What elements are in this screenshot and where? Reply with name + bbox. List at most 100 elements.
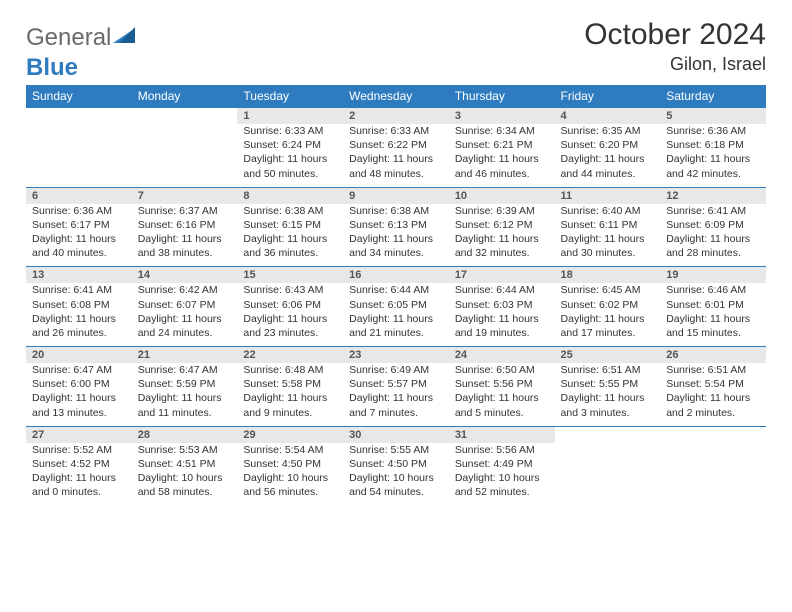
- sunrise-line: Sunrise: 5:54 AM: [243, 443, 337, 457]
- day-cell: Sunrise: 5:53 AMSunset: 4:51 PMDaylight:…: [132, 443, 238, 506]
- day-cell: Sunrise: 6:50 AMSunset: 5:56 PMDaylight:…: [449, 363, 555, 426]
- sunrise-line: Sunrise: 6:47 AM: [138, 363, 232, 377]
- daylight-line: Daylight: 11 hours and 24 minutes.: [138, 312, 232, 340]
- daylight-line: Daylight: 11 hours and 9 minutes.: [243, 391, 337, 419]
- sunrise-line: Sunrise: 6:39 AM: [455, 204, 549, 218]
- day-number: 18: [555, 267, 661, 284]
- day-number: 9: [343, 187, 449, 204]
- day-cell: Sunrise: 6:33 AMSunset: 6:22 PMDaylight:…: [343, 124, 449, 187]
- sunset-line: Sunset: 5:59 PM: [138, 377, 232, 391]
- day-number-row: 13141516171819: [26, 267, 766, 284]
- daylight-line: Daylight: 11 hours and 46 minutes.: [455, 152, 549, 180]
- sunrise-line: Sunrise: 6:42 AM: [138, 283, 232, 297]
- day-number-row: 12345: [26, 108, 766, 125]
- day-cell: Sunrise: 6:34 AMSunset: 6:21 PMDaylight:…: [449, 124, 555, 187]
- location: Gilon, Israel: [584, 54, 766, 75]
- day-number: 19: [660, 267, 766, 284]
- sunset-line: Sunset: 6:24 PM: [243, 138, 337, 152]
- daylight-line: Daylight: 11 hours and 44 minutes.: [561, 152, 655, 180]
- day-number: 8: [237, 187, 343, 204]
- sunrise-line: Sunrise: 6:46 AM: [666, 283, 760, 297]
- sunset-line: Sunset: 6:12 PM: [455, 218, 549, 232]
- day-cell: Sunrise: 6:49 AMSunset: 5:57 PMDaylight:…: [343, 363, 449, 426]
- logo-text-blue: Blue: [26, 54, 78, 82]
- day-cell: Sunrise: 6:35 AMSunset: 6:20 PMDaylight:…: [555, 124, 661, 187]
- day-number: 3: [449, 108, 555, 125]
- daylight-line: Daylight: 11 hours and 5 minutes.: [455, 391, 549, 419]
- day-number: 25: [555, 347, 661, 364]
- day-content-row: Sunrise: 6:36 AMSunset: 6:17 PMDaylight:…: [26, 204, 766, 267]
- sunset-line: Sunset: 5:57 PM: [349, 377, 443, 391]
- sunrise-line: Sunrise: 6:47 AM: [32, 363, 126, 377]
- daylight-line: Daylight: 11 hours and 15 minutes.: [666, 312, 760, 340]
- day-cell: [26, 124, 132, 187]
- sunrise-line: Sunrise: 6:38 AM: [349, 204, 443, 218]
- day-number: 14: [132, 267, 238, 284]
- sunrise-line: Sunrise: 6:36 AM: [666, 124, 760, 138]
- daylight-line: Daylight: 11 hours and 17 minutes.: [561, 312, 655, 340]
- day-number: 16: [343, 267, 449, 284]
- sunrise-line: Sunrise: 6:48 AM: [243, 363, 337, 377]
- day-number: 20: [26, 347, 132, 364]
- sunset-line: Sunset: 4:52 PM: [32, 457, 126, 471]
- sunset-line: Sunset: 6:18 PM: [666, 138, 760, 152]
- daylight-line: Daylight: 11 hours and 11 minutes.: [138, 391, 232, 419]
- day-content-row: Sunrise: 5:52 AMSunset: 4:52 PMDaylight:…: [26, 443, 766, 506]
- sunrise-line: Sunrise: 6:50 AM: [455, 363, 549, 377]
- daylight-line: Daylight: 11 hours and 34 minutes.: [349, 232, 443, 260]
- sunrise-line: Sunrise: 6:40 AM: [561, 204, 655, 218]
- day-number: 24: [449, 347, 555, 364]
- sunset-line: Sunset: 4:51 PM: [138, 457, 232, 471]
- daylight-line: Daylight: 11 hours and 23 minutes.: [243, 312, 337, 340]
- title-block: October 2024 Gilon, Israel: [584, 18, 766, 75]
- day-cell: Sunrise: 6:44 AMSunset: 6:05 PMDaylight:…: [343, 283, 449, 346]
- weekday-header: Tuesday: [237, 85, 343, 108]
- day-number: 17: [449, 267, 555, 284]
- day-cell: Sunrise: 6:36 AMSunset: 6:18 PMDaylight:…: [660, 124, 766, 187]
- day-number: 29: [237, 426, 343, 443]
- day-number: 10: [449, 187, 555, 204]
- day-number: 6: [26, 187, 132, 204]
- sunset-line: Sunset: 4:49 PM: [455, 457, 549, 471]
- sunrise-line: Sunrise: 6:45 AM: [561, 283, 655, 297]
- day-cell: Sunrise: 6:46 AMSunset: 6:01 PMDaylight:…: [660, 283, 766, 346]
- sunrise-line: Sunrise: 6:43 AM: [243, 283, 337, 297]
- sunset-line: Sunset: 6:07 PM: [138, 298, 232, 312]
- sunrise-line: Sunrise: 6:33 AM: [243, 124, 337, 138]
- calendar-table: SundayMondayTuesdayWednesdayThursdayFrid…: [26, 85, 766, 505]
- day-cell: [132, 124, 238, 187]
- daylight-line: Daylight: 11 hours and 30 minutes.: [561, 232, 655, 260]
- day-cell: Sunrise: 6:38 AMSunset: 6:15 PMDaylight:…: [237, 204, 343, 267]
- day-cell: Sunrise: 6:36 AMSunset: 6:17 PMDaylight:…: [26, 204, 132, 267]
- sunrise-line: Sunrise: 5:56 AM: [455, 443, 549, 457]
- day-number: 31: [449, 426, 555, 443]
- day-number: 13: [26, 267, 132, 284]
- sunrise-line: Sunrise: 5:55 AM: [349, 443, 443, 457]
- sunset-line: Sunset: 6:09 PM: [666, 218, 760, 232]
- sunset-line: Sunset: 6:05 PM: [349, 298, 443, 312]
- day-number: 1: [237, 108, 343, 125]
- sunset-line: Sunset: 5:58 PM: [243, 377, 337, 391]
- day-cell: Sunrise: 5:55 AMSunset: 4:50 PMDaylight:…: [343, 443, 449, 506]
- daylight-line: Daylight: 11 hours and 48 minutes.: [349, 152, 443, 180]
- day-cell: Sunrise: 6:45 AMSunset: 6:02 PMDaylight:…: [555, 283, 661, 346]
- daylight-line: Daylight: 11 hours and 26 minutes.: [32, 312, 126, 340]
- day-number: [660, 426, 766, 443]
- day-number: 21: [132, 347, 238, 364]
- day-cell: Sunrise: 6:43 AMSunset: 6:06 PMDaylight:…: [237, 283, 343, 346]
- sunset-line: Sunset: 6:16 PM: [138, 218, 232, 232]
- sunset-line: Sunset: 6:03 PM: [455, 298, 549, 312]
- weekday-header: Sunday: [26, 85, 132, 108]
- day-cell: Sunrise: 5:54 AMSunset: 4:50 PMDaylight:…: [237, 443, 343, 506]
- sunrise-line: Sunrise: 6:41 AM: [666, 204, 760, 218]
- weekday-header: Thursday: [449, 85, 555, 108]
- sunrise-line: Sunrise: 6:49 AM: [349, 363, 443, 377]
- sunrise-line: Sunrise: 6:51 AM: [666, 363, 760, 377]
- sunset-line: Sunset: 6:01 PM: [666, 298, 760, 312]
- daylight-line: Daylight: 11 hours and 19 minutes.: [455, 312, 549, 340]
- sunrise-line: Sunrise: 6:33 AM: [349, 124, 443, 138]
- day-number: 26: [660, 347, 766, 364]
- day-cell: [660, 443, 766, 506]
- day-cell: Sunrise: 5:52 AMSunset: 4:52 PMDaylight:…: [26, 443, 132, 506]
- day-number: 7: [132, 187, 238, 204]
